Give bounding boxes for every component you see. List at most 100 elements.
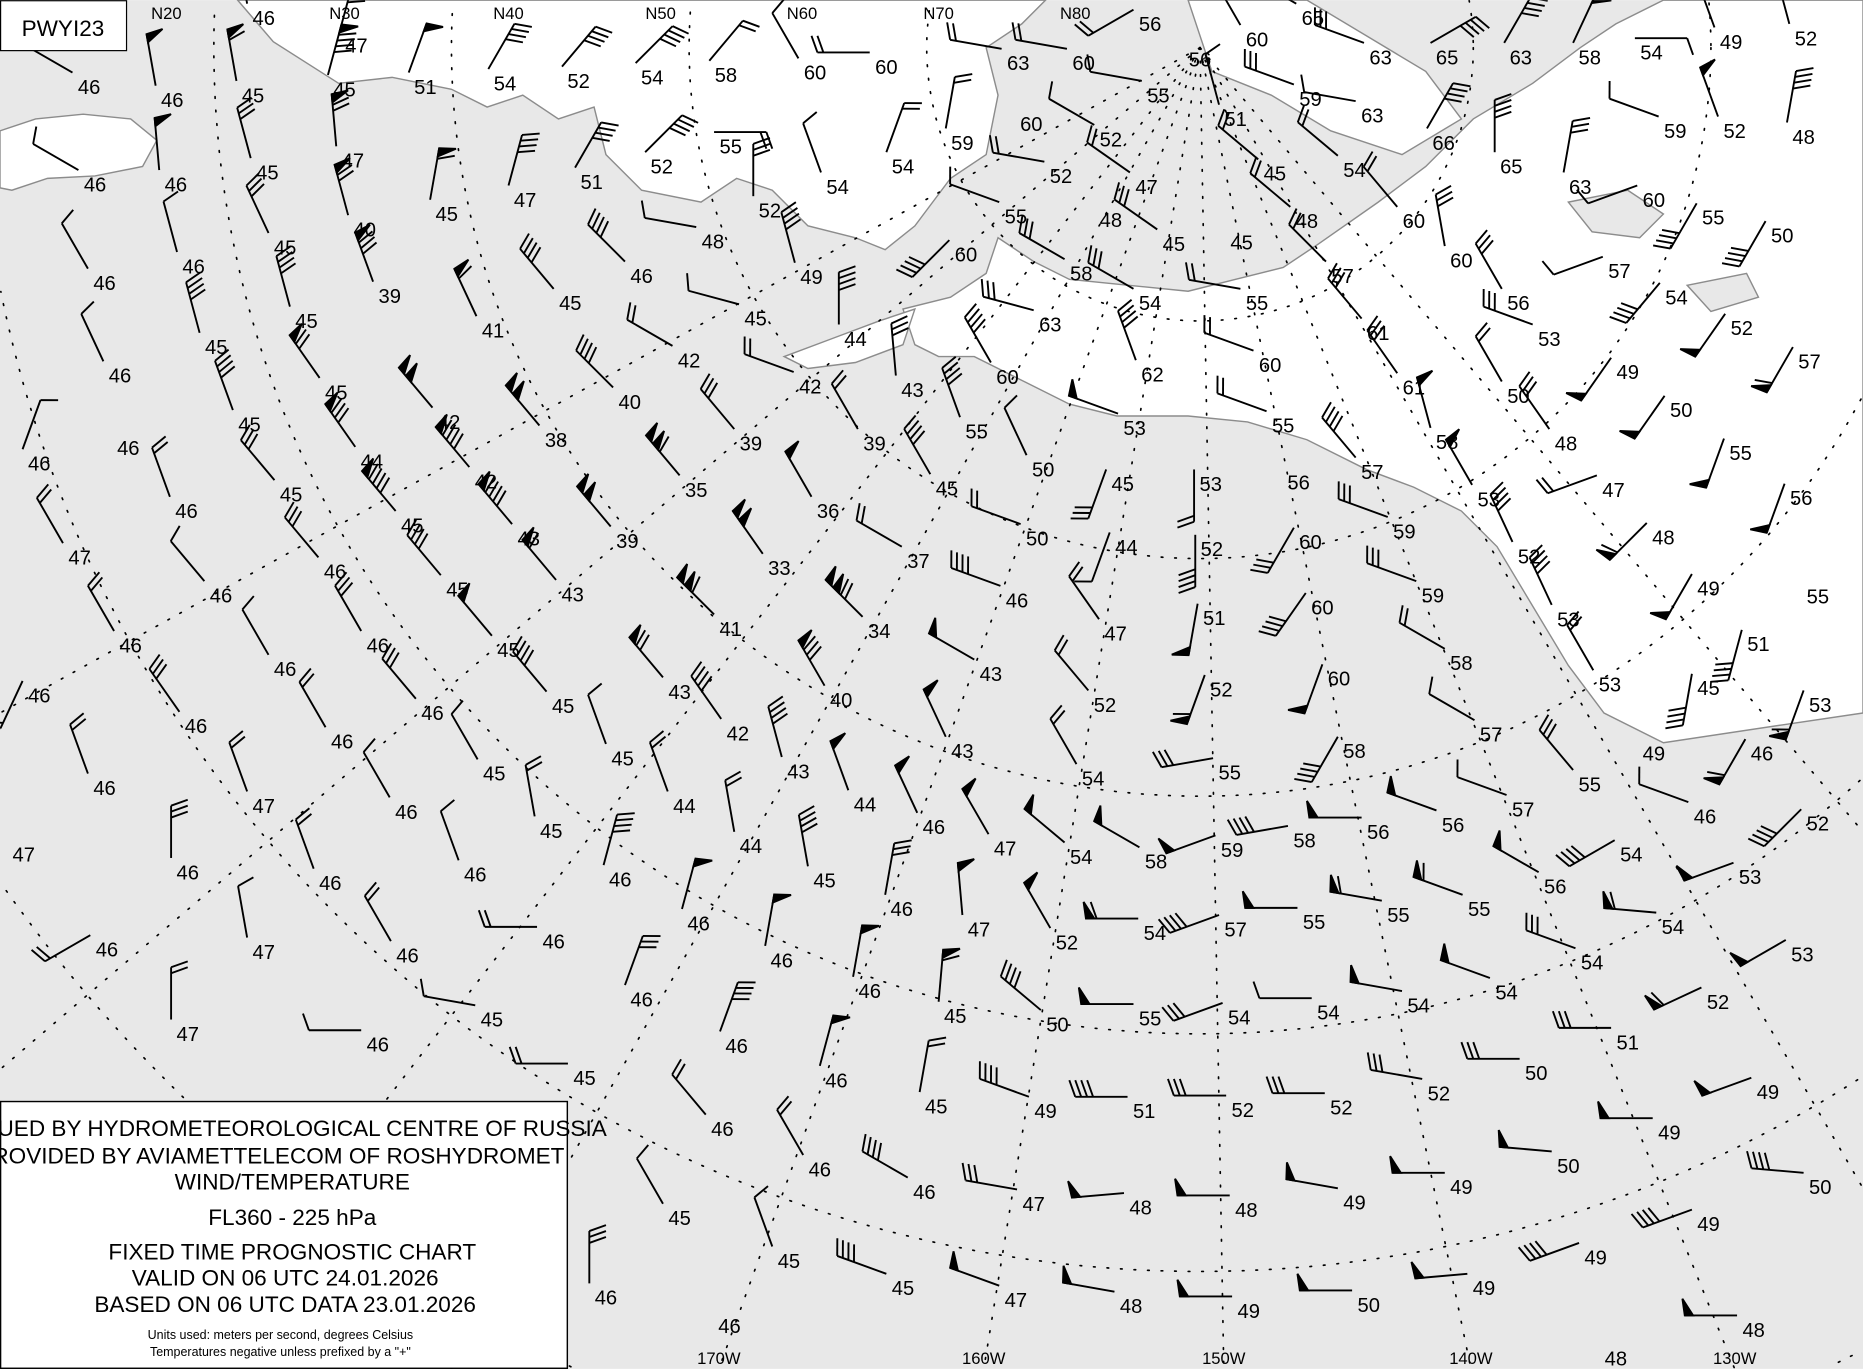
wind-full-barb — [1185, 262, 1190, 280]
station-plot: 45 — [918, 1036, 947, 1118]
temperature-label: 47 — [1104, 624, 1126, 646]
station-plot: 46 — [80, 300, 131, 388]
wind-barb-staff — [776, 1109, 805, 1156]
wind-barb-staff — [338, 0, 350, 32]
wind-full-barb — [808, 645, 822, 661]
station-plot: 50 — [1296, 1273, 1380, 1317]
station-plot: 56 — [1074, 8, 1161, 37]
wind-barb — [587, 208, 626, 263]
station-plot: 46 — [153, 113, 187, 196]
station-plot: 57 — [1428, 676, 1502, 747]
wind-barb — [153, 113, 172, 171]
wind-barb — [457, 582, 493, 637]
wind-full-barb — [1117, 299, 1133, 312]
wind-barb — [1634, 37, 1694, 56]
station-plot: 45 — [429, 147, 458, 226]
wind-full-barb — [1730, 246, 1749, 252]
wind-barb-staff — [241, 609, 270, 656]
wind-barb-staff — [941, 367, 961, 418]
wind-full-barb — [190, 288, 206, 301]
station-plot: 40 — [797, 629, 852, 712]
wind-barb-staff — [1314, 24, 1365, 44]
temperature-label: 54 — [1070, 847, 1092, 869]
station-plot: 48 — [640, 200, 724, 253]
wind-full-barb — [1190, 263, 1196, 281]
temperature-label: 45 — [1697, 678, 1719, 700]
wind-barb — [1552, 1010, 1612, 1029]
wind-full-barb — [1466, 1041, 1475, 1060]
wind-barb — [628, 624, 664, 678]
temperature-label: 59 — [1422, 586, 1444, 608]
temperature-label: 58 — [715, 65, 737, 87]
station-plot: 46 — [1703, 738, 1773, 786]
wind-pennant — [1389, 1155, 1403, 1174]
wind-pennant — [1157, 837, 1177, 855]
wind-full-barb — [298, 667, 312, 683]
wind-barb — [1525, 912, 1576, 950]
wind-barb — [1538, 714, 1574, 771]
wind-full-barb — [601, 121, 619, 127]
temperature-label: 52 — [759, 201, 781, 223]
wind-barb-staff — [1204, 331, 1254, 352]
wind-full-barb — [275, 245, 292, 257]
wind-barb — [885, 102, 922, 153]
temperature-label: 45 — [892, 1278, 914, 1300]
wind-barb — [87, 571, 115, 632]
wind-barb — [1177, 469, 1196, 529]
station-plot: 45 — [1217, 108, 1286, 186]
wind-full-barb — [681, 114, 699, 124]
wind-full-barb — [861, 1133, 867, 1152]
wind-pennant — [1176, 1279, 1190, 1298]
wind-barb — [1285, 1162, 1339, 1190]
wind-barb — [784, 440, 813, 498]
wind-barb-staff — [1786, 70, 1797, 123]
wind-full-barb — [943, 361, 959, 375]
wind-full-barb — [1163, 916, 1177, 932]
wind-barb-staff — [294, 819, 315, 869]
wind-full-barb — [1616, 306, 1635, 315]
wind-full-barb — [776, 1095, 790, 1111]
wind-barb — [1313, 7, 1365, 44]
station-plot: 46 — [334, 571, 389, 657]
wind-full-barb — [338, 32, 357, 36]
wind-barb — [434, 413, 471, 468]
temperature-label: 46 — [117, 438, 139, 460]
wind-full-barb — [362, 738, 376, 753]
station-plot: 49 — [1649, 573, 1720, 621]
temperature-label: 46 — [84, 174, 106, 196]
station-plot: 52 — [1178, 534, 1223, 594]
station-plot: 51 — [407, 22, 444, 99]
wind-full-barb — [187, 277, 203, 289]
wind-barb-staff — [671, 1073, 707, 1116]
wind-barb — [1070, 469, 1108, 520]
wind-full-barb — [301, 673, 315, 688]
wind-pennant — [1439, 943, 1450, 965]
temperature-label: 52 — [1428, 1083, 1450, 1105]
wind-barb — [1619, 395, 1666, 440]
wind-barb-staff — [1609, 97, 1659, 118]
wind-full-barb — [1464, 21, 1480, 35]
wind-pennant — [1750, 523, 1772, 534]
wind-full-barb — [1123, 188, 1130, 207]
wind-barb — [237, 876, 254, 938]
station-plot: 47 — [507, 132, 540, 212]
temperature-label: 57 — [1361, 462, 1383, 484]
wind-barb — [508, 1046, 568, 1065]
meridian-line — [1199, 46, 1863, 1190]
wind-barb — [1067, 1180, 1125, 1199]
wind-full-barb — [291, 510, 303, 527]
temperature-label: 50 — [1771, 226, 1793, 248]
wind-barb — [1077, 986, 1134, 1006]
wind-full-barb — [803, 635, 816, 651]
wind-barb-staff — [1087, 261, 1134, 290]
temperature-label: 52 — [1050, 166, 1072, 188]
temperature-label: 55 — [1147, 85, 1169, 107]
wind-barb-staff — [1321, 416, 1357, 459]
wind-full-barb — [1533, 555, 1548, 569]
wind-barb — [245, 172, 270, 234]
temperature-label: 56 — [1139, 14, 1161, 36]
wind-full-barb — [90, 576, 104, 592]
wind-full-barb — [1161, 1006, 1175, 1022]
station-plot: 54 — [1082, 901, 1166, 945]
wind-barb — [1710, 629, 1743, 683]
